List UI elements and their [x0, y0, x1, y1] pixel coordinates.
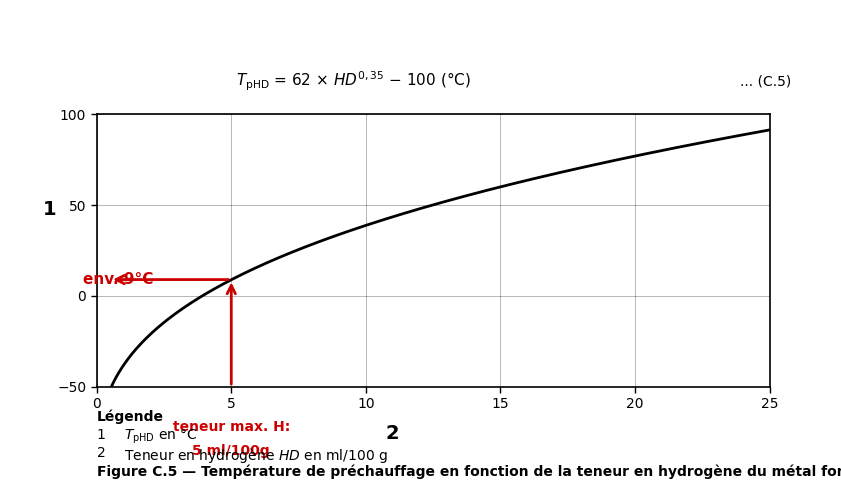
Text: env. 9°C: env. 9°C [83, 272, 154, 287]
Text: Figure C.5 — Température de préchauffage en fonction de la teneur en hydrogène d: Figure C.5 — Température de préchauffage… [97, 464, 841, 479]
Text: 1: 1 [97, 428, 106, 441]
Text: 2: 2 [97, 446, 105, 460]
Text: Légende: Légende [97, 409, 164, 424]
Text: $T_{\mathregular{pHD}}$ en °C: $T_{\mathregular{pHD}}$ en °C [124, 428, 198, 446]
Text: 5 ml/100g: 5 ml/100g [193, 444, 270, 458]
Text: ... (C.5): ... (C.5) [740, 75, 791, 89]
Text: teneur max. H:: teneur max. H: [172, 420, 290, 434]
Text: 2: 2 [386, 424, 399, 443]
Text: Teneur en hydrogène $HD$ en ml/100 g: Teneur en hydrogène $HD$ en ml/100 g [124, 446, 389, 465]
Text: $T_{\mathregular{pHD}}$ = 62 × $HD^{\mathregular{0,35}}$ − 100 (°C): $T_{\mathregular{pHD}}$ = 62 × $HD^{\mat… [235, 70, 471, 93]
Text: 1: 1 [43, 200, 56, 219]
